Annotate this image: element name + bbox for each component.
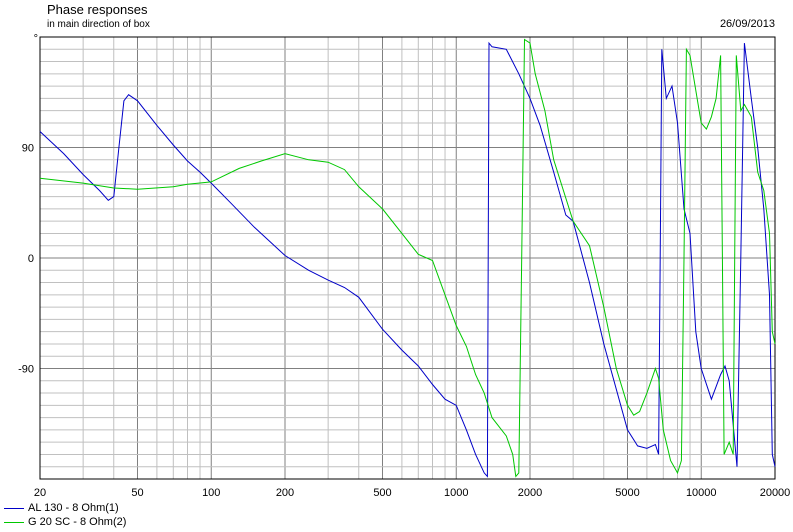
series-line-2 [39,38,776,478]
legend-swatch-2 [4,521,24,523]
chart-title: Phase responses [47,2,148,17]
x-tick-label: 10000 [686,487,717,499]
x-tick-label: 5000 [615,487,639,499]
y-tick-label: 0 [28,253,34,265]
x-tick-label: 100 [202,487,220,499]
x-tick-label: 500 [373,487,391,499]
plot-frame [39,36,776,480]
legend-label-1: AL 130 - 8 Ohm(1) [28,502,119,514]
legend-swatch-1 [4,507,24,509]
legend-label-2: G 20 SC - 8 Ohm(2) [28,516,127,528]
legend-item-1: AL 130 - 8 Ohm(1) [4,502,119,514]
top-marker: ° [34,33,38,45]
y-tick-labels: 90 0 -90 [18,143,34,376]
x-tick-label: 2000 [518,487,542,499]
x-tick-label: 1000 [444,487,468,499]
x-tick-labels: 20 50 100 200 500 1000 2000 5000 10000 20000 [34,487,790,499]
series-line-1 [39,41,776,478]
x-tick-label: 20 [34,487,46,499]
x-tick-label: 200 [276,487,294,499]
chart-date: 26/09/2013 [719,18,775,30]
legend-item-2: G 20 SC - 8 Ohm(2) [4,516,126,528]
y-tick-label: -90 [18,364,34,376]
series-lines [39,38,776,478]
y-tick-label: 90 [22,143,34,155]
chart-subtitle: in main direction of box [47,19,150,30]
x-tick-label: 50 [131,487,143,499]
grid [40,37,775,479]
x-tick-label: 20000 [760,487,791,499]
